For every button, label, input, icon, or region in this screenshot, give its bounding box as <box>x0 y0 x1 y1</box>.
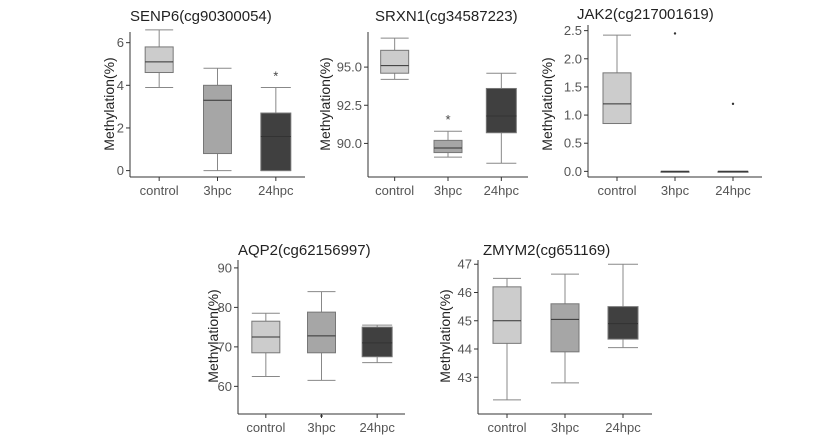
box-24hpc <box>717 102 749 173</box>
y-tick-label: 1.5 <box>564 79 582 94</box>
y-tick-label: 0 <box>117 163 124 178</box>
y-tick-label: 45 <box>458 313 472 328</box>
box-control <box>251 312 281 377</box>
x-tick-label: 24hpc <box>258 183 294 198</box>
x-tick-label: 3hpc <box>434 183 463 198</box>
box-control <box>144 29 174 88</box>
box-iqr <box>433 139 463 154</box>
box-3hpc <box>203 67 232 172</box>
y-tick-label: 4 <box>117 78 124 93</box>
outlier-point <box>320 414 323 418</box>
panel-2: SRXN1(cg34587223) Methylation(%) 90.0 92.5 9… <box>317 8 528 198</box>
box-iqr <box>307 311 336 354</box>
box-3hpc <box>433 130 463 158</box>
panel-title: ZMYM2(cg651169) <box>483 242 610 259</box>
box-24hpc <box>607 263 639 349</box>
panel-5: ZMYM2(cg651169) Methylation(%) 43 44 45 46 47 c… <box>437 242 652 435</box>
box-iqr <box>203 84 232 155</box>
y-tick-label: 90.0 <box>337 136 362 151</box>
outlier-point <box>731 102 735 106</box>
box-iqr <box>602 72 632 125</box>
box-iqr <box>607 306 639 340</box>
box-iqr <box>380 49 410 74</box>
x-tick-label: 3hpc <box>307 420 336 435</box>
y-tick-label: 43 <box>458 370 472 385</box>
y-tick-label: 92.5 <box>337 98 362 113</box>
y-tick-label: 80 <box>218 300 232 315</box>
box-3hpc <box>307 291 336 418</box>
x-tick-label: control <box>246 420 285 435</box>
box-24hpc <box>361 324 393 364</box>
x-tick-label: 3hpc <box>661 183 690 198</box>
y-tick-label: 2 <box>117 120 124 135</box>
y-tick-label: 60 <box>218 379 232 394</box>
panel-title: SRXN1(cg34587223) <box>375 8 518 25</box>
outlier-point <box>673 32 677 35</box>
panel-3: JAK2(cg217001619) Methylation(%) 0.0 0.5 1.0… <box>539 6 762 198</box>
y-axis-label: Methylation(%) <box>437 289 453 382</box>
box-iqr <box>485 87 517 134</box>
box-iqr <box>260 112 292 172</box>
y-tick-label: 95.0 <box>337 60 362 75</box>
y-tick-label: 90 <box>218 260 232 275</box>
x-tick-label: 3hpc <box>551 420 580 435</box>
significance-marker: * <box>445 112 450 127</box>
x-tick-label: 24hpc <box>715 183 751 198</box>
box-24hpc <box>485 72 517 164</box>
y-tick-label: 44 <box>458 342 472 357</box>
y-axis-label: Methylation(%) <box>101 57 117 150</box>
x-tick-label: 24hpc <box>359 420 395 435</box>
significance-marker: * <box>273 68 278 83</box>
y-tick-label: 46 <box>458 285 472 300</box>
box-3hpc <box>550 273 580 384</box>
box-iqr <box>492 286 522 344</box>
y-axis-label: Methylation(%) <box>317 57 333 150</box>
box-iqr <box>144 46 174 74</box>
panel-1: SENP6(cg90300054) Methylation(%)0 2 4 6 contr… <box>101 8 305 198</box>
y-tick-label: 47 <box>458 257 472 272</box>
box-control <box>492 277 522 401</box>
x-tick-label: 24hpc <box>605 420 641 435</box>
box-iqr <box>361 326 393 358</box>
x-tick-label: control <box>140 183 179 198</box>
panel-title: AQP2(cg62156997) <box>238 242 371 259</box>
x-tick-label: control <box>597 183 636 198</box>
y-tick-label: 0.0 <box>564 164 582 179</box>
box-iqr <box>550 303 580 353</box>
y-tick-label: 70 <box>218 339 232 354</box>
box-3hpc <box>660 32 690 173</box>
x-tick-label: 24hpc <box>484 183 520 198</box>
y-tick-label: 0.5 <box>564 136 582 151</box>
x-tick-label: control <box>487 420 526 435</box>
panel-title: SENP6(cg90300054) <box>130 8 272 25</box>
y-axis-label: Methylation(%) <box>205 289 221 382</box>
y-tick-label: 2.5 <box>564 23 582 38</box>
x-tick-label: control <box>375 183 414 198</box>
y-tick-label: 6 <box>117 35 124 50</box>
panel-4: AQP2(cg62156997) Methylation(%)60 70 80 90 co… <box>205 242 405 435</box>
x-tick-label: 3hpc <box>203 183 232 198</box>
y-tick-label: 2.0 <box>564 51 582 66</box>
box-control <box>380 37 410 80</box>
box-control <box>602 34 632 125</box>
panel-title: JAK2(cg217001619) <box>577 6 714 23</box>
box-24hpc <box>260 86 292 172</box>
y-tick-label: 1.0 <box>564 108 582 123</box>
y-axis-label: Methylation(%) <box>539 57 555 150</box>
